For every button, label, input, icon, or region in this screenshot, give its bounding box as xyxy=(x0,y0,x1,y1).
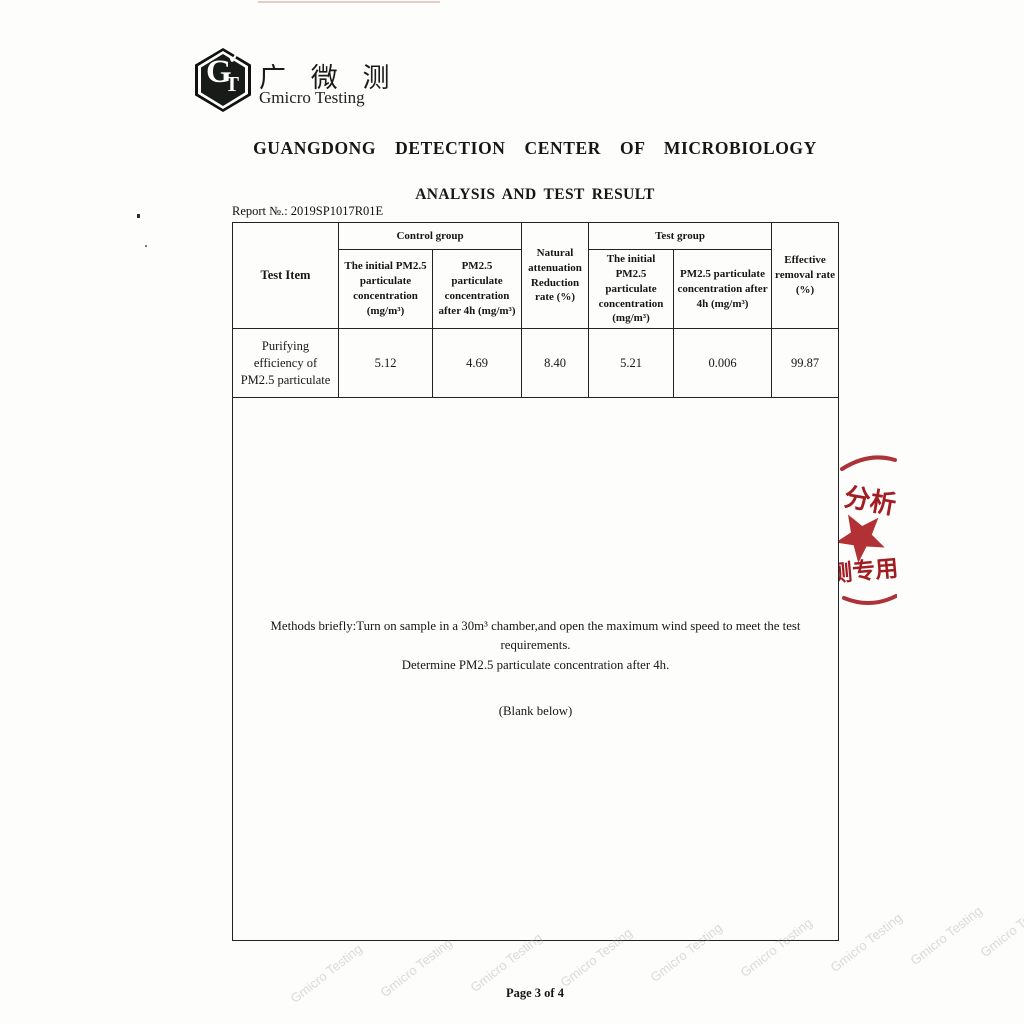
table-row: Test Item Control group Natural attenuat… xyxy=(232,221,840,330)
logo-letter-t: T xyxy=(225,72,240,96)
header-test-initial: The initial PM2.5 particulate concentrat… xyxy=(588,248,675,330)
header-control-group: Control group xyxy=(337,222,523,250)
methods-line-2: Determine PM2.5 particulate concentratio… xyxy=(401,658,670,673)
logo-checkmark-icon: ✔ xyxy=(227,49,243,68)
report-number: Report №.: 2019SP1017R01E xyxy=(232,204,384,218)
header-test-group: Test group xyxy=(588,222,773,250)
logo-letter-g: G xyxy=(206,54,232,90)
scan-artifact-line xyxy=(258,1,440,3)
header-effective-removal: Effective removal rate (%) xyxy=(771,221,840,330)
cell-natural-attenuation-rate: 8.40 xyxy=(521,328,590,399)
header-natural-attenuation: Natural attenuation Reduction rate (%) xyxy=(521,221,590,330)
cell-test-item: Purifying efficiency of PM2.5 particulat… xyxy=(232,328,339,399)
seal-text-top: 分析 xyxy=(842,482,897,520)
header-test-item: Test Item xyxy=(232,221,339,330)
gmicro-logo: G T ✔ 广 微 测 Gmicro Testing xyxy=(195,48,555,114)
methods-line-1: Methods briefly:Turn on sample in a 30m³… xyxy=(270,618,801,653)
cell-control-initial: 5.12 xyxy=(338,328,433,399)
page-number: Page 3 of 4 xyxy=(506,986,564,1000)
cell-test-after-4h: 0.006 xyxy=(673,328,773,399)
header-test-after-4h: PM2.5 particulate concentration after 4h… xyxy=(673,248,773,330)
scan-speck xyxy=(137,214,140,218)
page-subtitle: ANALYSIS AND TEST RESULT xyxy=(415,186,655,203)
seal-graphic: 分析 测专用 xyxy=(839,455,897,605)
seal-text-bottom: 测专用 xyxy=(839,555,897,587)
cell-effective-removal-rate: 99.87 xyxy=(771,328,840,399)
table-row: The initial PM2.5 particulate concentrat… xyxy=(233,248,839,330)
methods-cell: Methods briefly:Turn on sample in a 30m³… xyxy=(231,397,840,942)
header-control-initial: The initial PM2.5 particulate concentrat… xyxy=(338,248,433,330)
table-row: Methods briefly:Turn on sample in a 30m³… xyxy=(231,397,840,942)
watermark-text: Gmicro Testing xyxy=(907,902,985,969)
table-row: Purifying efficiency of PM2.5 particulat… xyxy=(232,328,840,399)
watermark-text: Gmicro Testing xyxy=(977,894,1024,961)
header-control-after-4h: PM2.5 particulate concentration after 4h… xyxy=(431,248,523,330)
red-seal-stamp: 分析 测专用 xyxy=(839,447,897,607)
test-result-table: Test Item Control group Natural attenuat… xyxy=(231,221,840,942)
logo-chinese-name: 广 微 测 xyxy=(259,63,399,93)
scan-speck xyxy=(145,245,147,247)
seal-bottom-arc xyxy=(842,594,897,605)
watermark-text: Gmicro Testing xyxy=(827,909,905,976)
seal-top-arc xyxy=(840,455,897,471)
cell-control-after-4h: 4.69 xyxy=(431,328,523,399)
logo-english-name: Gmicro Testing xyxy=(259,88,365,107)
seal-star-icon xyxy=(839,514,885,563)
blank-below-note: (Blank below) xyxy=(498,704,573,719)
page-title: GUANGDONG DETECTION CENTER OF MICROBIOLO… xyxy=(253,138,817,158)
cell-test-initial: 5.21 xyxy=(588,328,675,399)
